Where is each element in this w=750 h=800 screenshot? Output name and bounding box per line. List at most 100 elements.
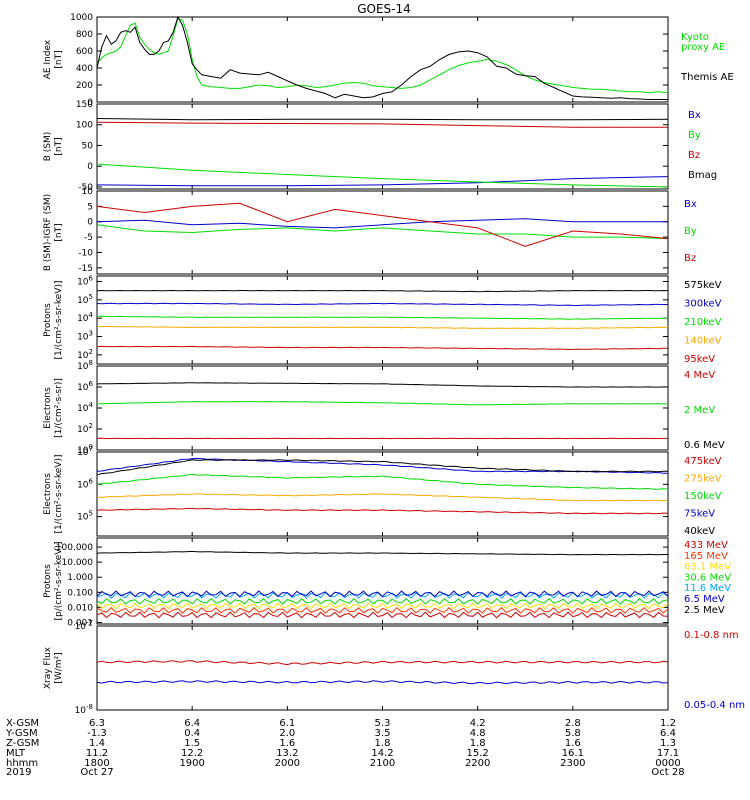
series-line [96, 607, 669, 614]
legend-label: 63.1 MeV [684, 562, 731, 573]
y-tick-label: 10.000 [62, 558, 94, 568]
ephemeris-row-label: 2019 [6, 767, 31, 778]
plot-title: GOES-14 [357, 2, 411, 16]
y-tick-label: 0.001 [67, 618, 93, 628]
series-line [96, 18, 669, 94]
y-axis-label: Xray Flux [43, 646, 53, 689]
y-tick-label: 0 [87, 162, 93, 172]
ephemeris-value: 6.4 [660, 728, 676, 739]
series-line [96, 224, 669, 240]
legend-label: proxy AE [681, 42, 725, 53]
y-axis-label: [nT] [54, 223, 64, 241]
y-tick-label: -15 [78, 264, 93, 274]
ephemeris-value: 1.5 [184, 738, 200, 749]
y-tick-label: 100 [76, 121, 93, 131]
y-tick-label: 150 [76, 100, 93, 110]
ephemeris-value: Oct 27 [80, 767, 113, 778]
series-line [96, 118, 669, 121]
ephemeris-value: 4.8 [470, 728, 486, 739]
series-line [96, 315, 668, 320]
ephemeris-row-label: Y-GSM [5, 728, 38, 739]
legend-label: 433 MeV [684, 540, 728, 551]
legend-label: 150keV [684, 491, 722, 502]
series-line [96, 15, 668, 100]
y-tick-label: 104 [77, 311, 93, 324]
y-tick-label: 400 [76, 64, 93, 74]
y-axis-label: [W/m²] [54, 652, 64, 683]
legend-label: 0.6 MeV [684, 440, 725, 451]
y-tick-label: 50 [82, 141, 94, 151]
legend-label: Bz [688, 150, 700, 161]
y-tick-label: 10 [82, 187, 94, 197]
y-axis-label: [nT] [54, 50, 64, 68]
ephemeris-value: 1800 [84, 758, 109, 769]
ephemeris-value: 1900 [179, 758, 204, 769]
ephemeris-value: 1.3 [660, 738, 676, 749]
y-tick-label: 105 [77, 510, 93, 523]
ephemeris-value: 16.1 [562, 748, 584, 759]
legend-label: Bmag [688, 170, 717, 181]
ephemeris-value: 2.8 [565, 718, 581, 729]
y-tick-label: 100 [77, 443, 93, 456]
y-tick-label: 0 [87, 218, 93, 228]
ephemeris-value: 1.8 [470, 738, 486, 749]
series-line [96, 459, 668, 476]
y-tick-label: 800 [76, 30, 93, 40]
legend-label: 575keV [684, 280, 722, 291]
y-tick-label: 108 [77, 359, 93, 372]
y-tick-label: -10 [78, 248, 93, 258]
ephemeris-value: 0000 [655, 758, 680, 769]
ephemeris-value: 11.2 [86, 748, 108, 759]
panel-frame [96, 275, 669, 365]
y-axis-label: [1/(cm²-s-sr-keV)] [54, 455, 64, 534]
ephemeris-row-label: hhmm [6, 758, 38, 769]
series-line [97, 401, 669, 406]
ephemeris-value: 3.5 [375, 728, 391, 739]
legend-label: 11.6 MeV [684, 583, 731, 594]
ephemeris-value: 2200 [465, 758, 490, 769]
y-tick-label: -5 [84, 233, 93, 243]
series-line [96, 382, 669, 388]
legend-label: 0.1-0.8 nm [684, 630, 739, 641]
legend-label: By [688, 130, 701, 141]
series-line [96, 598, 669, 605]
y-axis-label: Electrons [43, 387, 53, 429]
legend-label: 300keV [684, 299, 722, 310]
series-line [96, 163, 669, 188]
series-line [96, 550, 668, 556]
y-tick-label: 0 [87, 98, 93, 108]
ephemeris-row-label: Z-GSM [6, 738, 39, 749]
series-line [96, 289, 669, 293]
ephemeris-value: 4.2 [470, 718, 486, 729]
y-tick-label: 0.010 [67, 603, 93, 613]
y-axis-label: B (SM) [43, 132, 53, 162]
ephemeris-value: 5.8 [565, 728, 581, 739]
y-axis-label: [1/(cm²-s-sr)] [54, 378, 64, 438]
series-line [96, 302, 669, 307]
legend-label: Kyoto [681, 32, 709, 43]
ephemeris-value: 1.4 [89, 738, 105, 749]
y-tick-label: 100.000 [56, 543, 93, 553]
legend-label: 4 MeV [684, 370, 715, 381]
y-tick-label: 1.000 [67, 573, 93, 583]
ephemeris-row-label: X-GSM [6, 718, 39, 729]
y-tick-label: 600 [76, 47, 93, 57]
ephemeris-value: -1.3 [87, 728, 107, 739]
y-axis-label: [nT] [54, 137, 64, 155]
y-tick-label: 103 [77, 330, 93, 343]
legend-label: 165 MeV [684, 551, 728, 562]
series-line [96, 202, 669, 247]
panel-frame [96, 537, 669, 625]
ephemeris-value: 5.3 [375, 718, 391, 729]
legend-label: By [684, 226, 697, 237]
legend-label: 95keV [684, 354, 715, 365]
series-line [96, 176, 669, 187]
y-axis-label: [p/(cm²-s-sr-keV)] [54, 542, 64, 621]
series-line [96, 345, 668, 351]
ephemeris-value: 0.4 [184, 728, 200, 739]
legend-label: 2.5 MeV [684, 605, 725, 616]
ephemeris-value: Oct 28 [651, 767, 684, 778]
legend-label: Bz [684, 253, 696, 264]
ephemeris-row-label: MLT [6, 748, 26, 759]
